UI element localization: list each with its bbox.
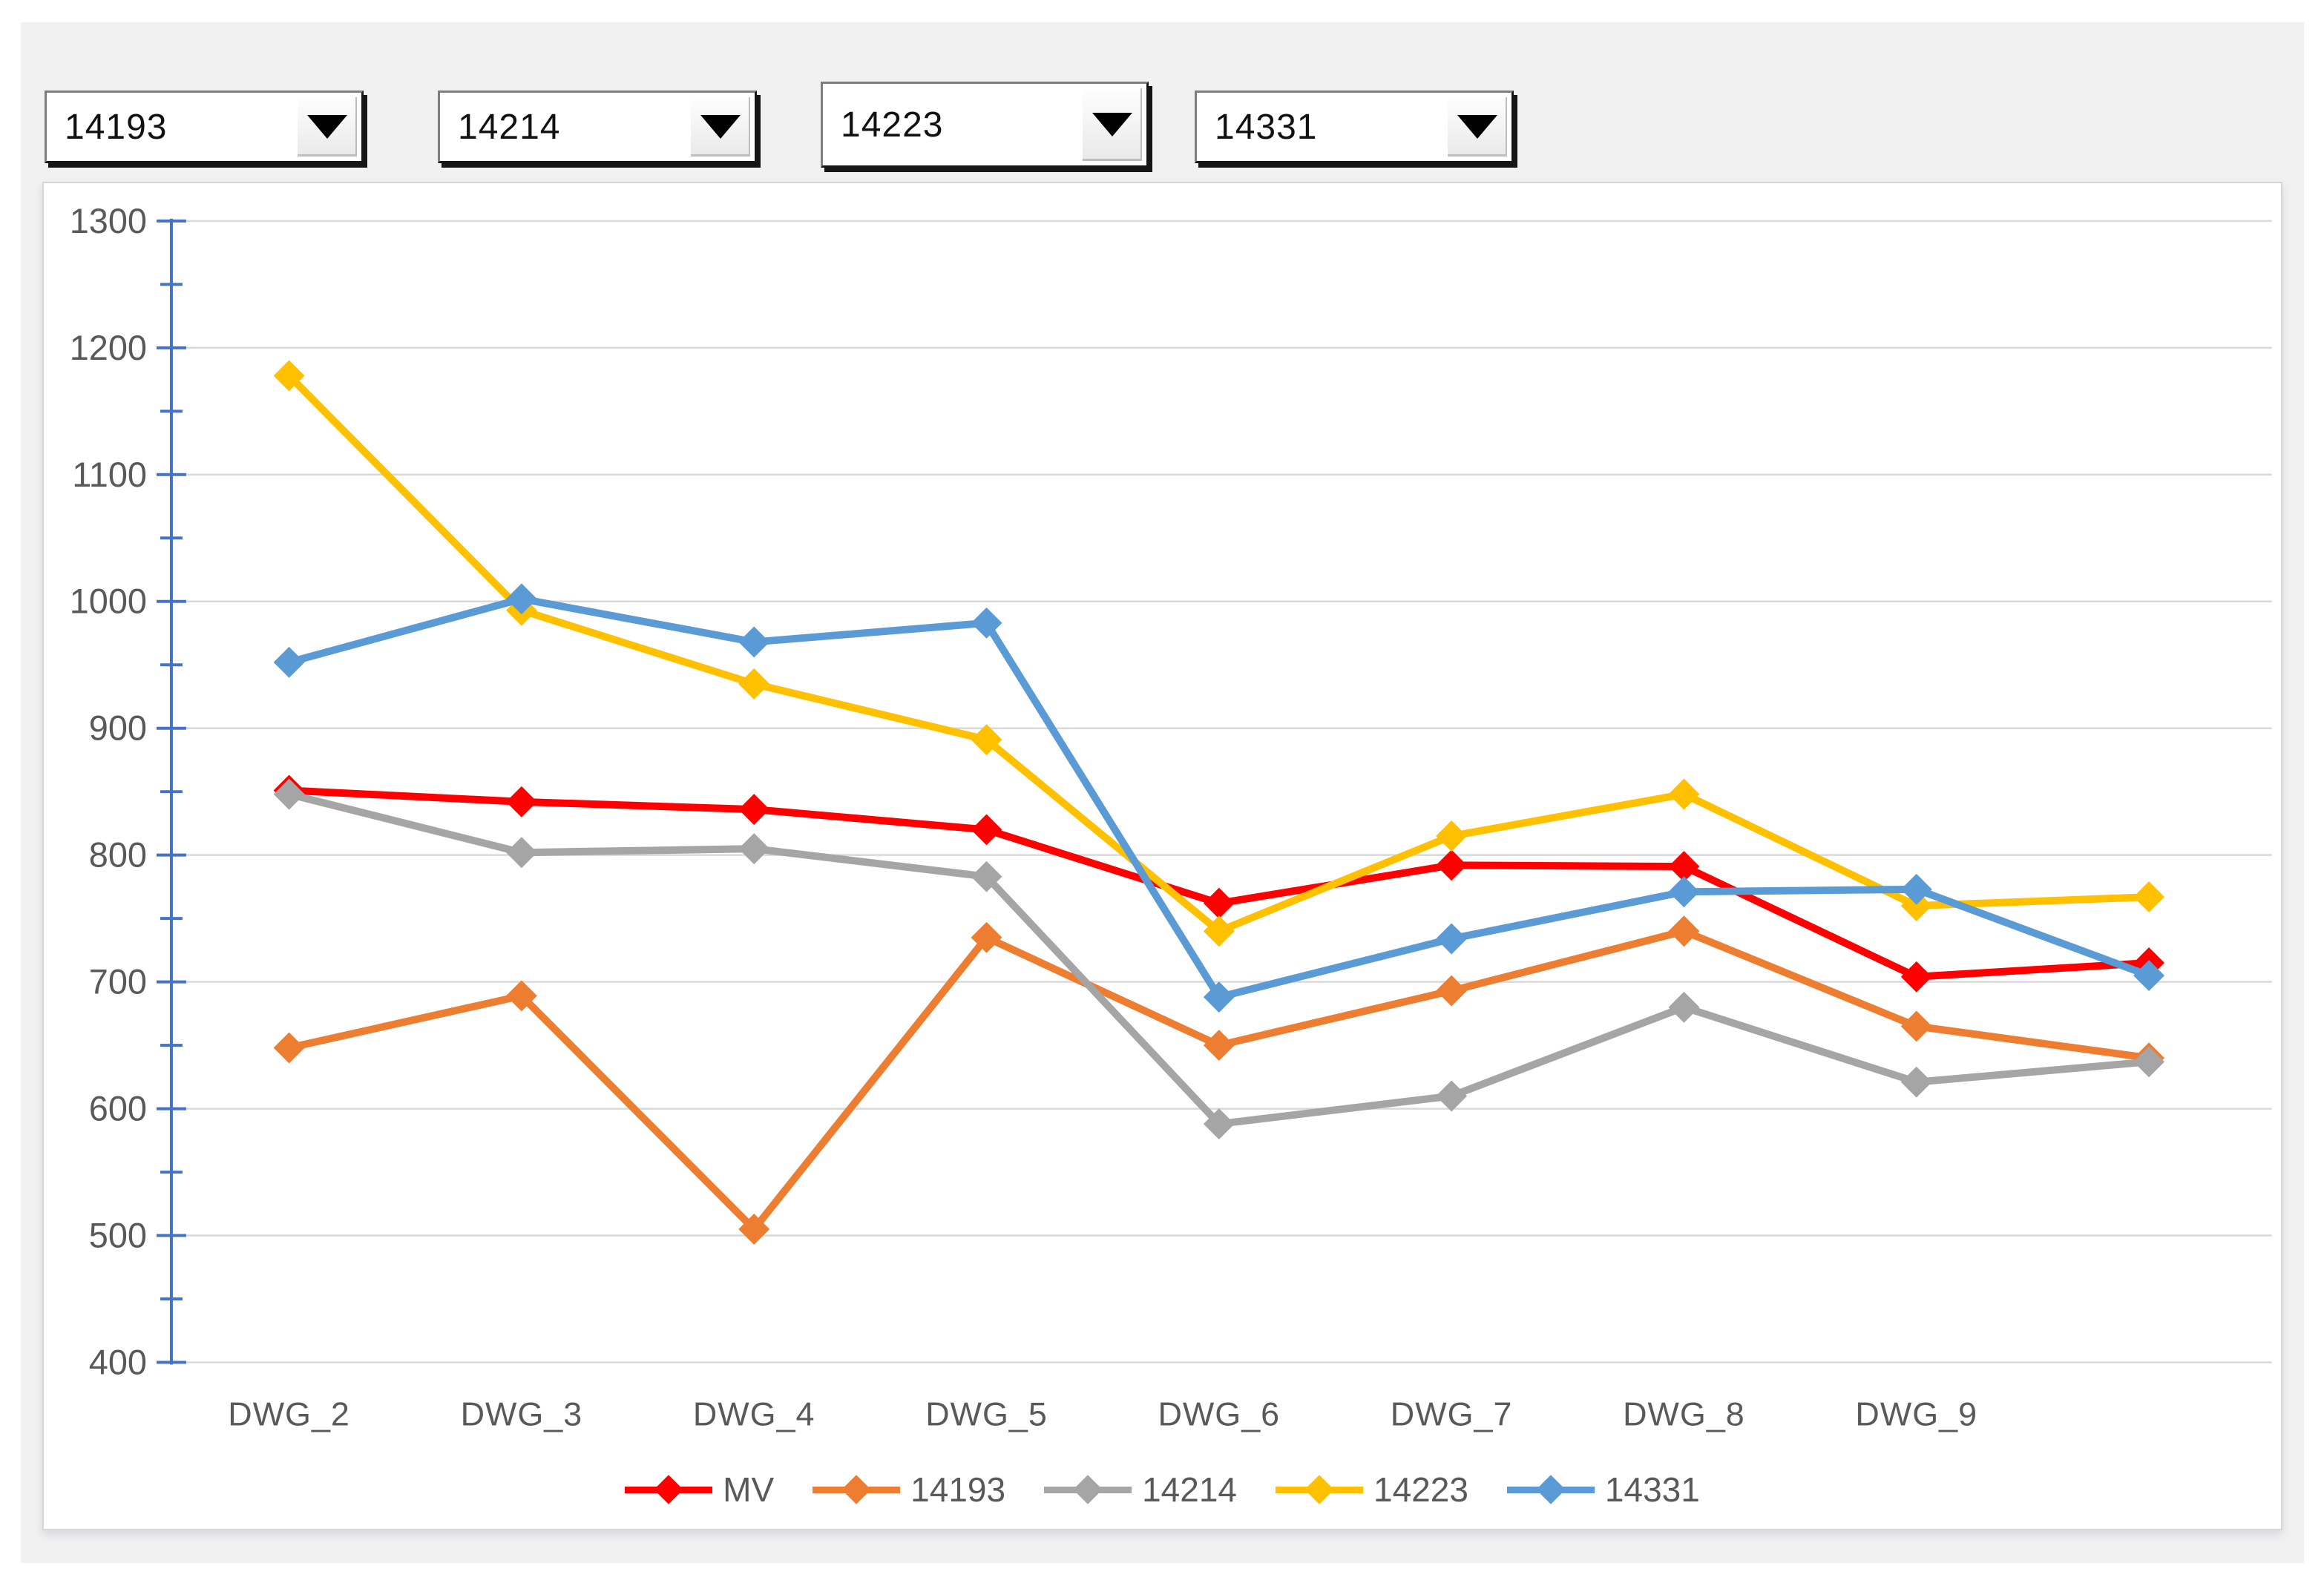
x-axis-label: DWG_5: [925, 1395, 1048, 1432]
series-marker-14193: [1436, 975, 1468, 1007]
series-marker-14193: [1203, 1030, 1235, 1062]
legend-label: 14223: [1373, 1470, 1468, 1509]
legend-marker-icon: [813, 1473, 901, 1507]
legend-label: 14331: [1604, 1470, 1700, 1509]
combobox-value: 14193: [65, 107, 168, 147]
legend-label: MV: [723, 1470, 775, 1509]
y-axis-label: 1000: [70, 582, 147, 621]
series-marker-14193: [1900, 1010, 1932, 1042]
legend-marker-icon: [1506, 1473, 1595, 1507]
y-axis-label: 600: [89, 1090, 147, 1128]
series-marker-14214: [738, 833, 770, 865]
series-marker-MV: [1203, 887, 1235, 919]
series-marker-14223: [1203, 915, 1235, 947]
series-marker-14193: [1668, 915, 1700, 947]
y-axis-label: 800: [89, 836, 147, 875]
legend-item-14331: 14331: [1506, 1470, 1700, 1510]
series-marker-14223: [971, 724, 1002, 756]
series-marker-14223: [738, 668, 770, 700]
series-marker-14214: [273, 778, 305, 810]
x-axis-label: DWG_2: [228, 1395, 350, 1432]
x-axis-label: DWG_6: [1158, 1395, 1281, 1432]
series-marker-14214: [2133, 1046, 2165, 1078]
series-marker-14214: [1436, 1080, 1468, 1112]
combobox-dropdown-button[interactable]: [298, 97, 357, 157]
series-marker-14214: [1203, 1108, 1235, 1140]
chevron-down-icon: [700, 115, 741, 139]
y-axis-label: 500: [89, 1217, 147, 1255]
combobox-value: 14223: [841, 105, 944, 145]
series-marker-14331: [2133, 960, 2165, 992]
series-marker-MV: [1436, 849, 1468, 881]
chart-panel: 400 500 600 700 800 900 1000 1100 1200 1300 DWG_2 D…: [42, 182, 2282, 1530]
x-axis-label: DWG_7: [1391, 1395, 1513, 1432]
line-chart: 400 500 600 700 800 900 1000 1100 1200 1300 DWG_2 D…: [70, 202, 2272, 1432]
series-marker-MV: [1900, 961, 1932, 993]
combobox-value: 14214: [458, 107, 561, 147]
legend-marker-icon: [1044, 1473, 1132, 1507]
y-axis-label: 1300: [70, 202, 147, 240]
y-axis-label: 700: [89, 963, 147, 1001]
series-marker-14193: [273, 1032, 305, 1064]
series-combobox-3[interactable]: 14223: [821, 82, 1149, 168]
y-axis-label: 400: [89, 1343, 147, 1381]
app-panel: 14193 14214 14223 14331 400 500 600 700 800 9: [21, 22, 2304, 1563]
series-marker-14214: [1668, 991, 1700, 1023]
series-line-14223: [285, 372, 2153, 935]
legend-item-14223: 14223: [1276, 1470, 1468, 1510]
series-combobox-1[interactable]: 14193: [45, 91, 364, 163]
series-line-14193: [285, 927, 2153, 1233]
x-axis-label: DWG_3: [461, 1395, 583, 1432]
series-marker-14223: [1436, 820, 1468, 852]
x-axis-label: DWG_8: [1623, 1395, 1745, 1432]
y-axis-label: 900: [89, 709, 147, 748]
y-axis-label: 1200: [70, 329, 147, 367]
chart-legend: MV 14193 14214 14223 14331: [44, 1470, 2281, 1510]
series-marker-14331: [738, 626, 770, 658]
legend-label: 14214: [1142, 1470, 1237, 1509]
y-axis-label: 1100: [72, 455, 147, 494]
x-axis-label: DWG_9: [1855, 1395, 1977, 1432]
series-line-14214: [285, 790, 2153, 1128]
series-marker-14331: [1203, 981, 1235, 1013]
series-marker-14223: [2133, 881, 2165, 913]
chevron-down-icon: [307, 115, 347, 139]
combobox-dropdown-button[interactable]: [1083, 88, 1142, 161]
series-marker-MV: [738, 794, 770, 826]
x-axis-label: DWG_4: [693, 1395, 815, 1432]
series-marker-MV: [1668, 851, 1700, 883]
legend-label: 14193: [910, 1470, 1006, 1509]
series-marker-14214: [971, 861, 1002, 892]
series-marker-14223: [1668, 778, 1700, 810]
legend-marker-icon: [1276, 1473, 1363, 1507]
series-marker-MV: [505, 786, 537, 817]
legend-marker-icon: [625, 1473, 713, 1507]
combobox-dropdown-button[interactable]: [691, 97, 750, 157]
series-combobox-2[interactable]: 14214: [438, 91, 757, 163]
series-marker-14223: [273, 360, 305, 392]
series-marker-14223: [1900, 890, 1932, 922]
series-marker-14214: [505, 837, 537, 869]
series-marker-14331: [1436, 923, 1468, 955]
series-combobox-4[interactable]: 14331: [1195, 91, 1514, 163]
series-marker-14193: [738, 1214, 770, 1245]
chevron-down-icon: [1457, 115, 1497, 139]
series-marker-MV: [971, 814, 1002, 846]
combobox-dropdown-button[interactable]: [1448, 97, 1507, 157]
series-marker-14331: [1900, 873, 1932, 905]
series-marker-14214: [1900, 1066, 1932, 1098]
series-marker-14193: [971, 921, 1002, 953]
series-marker-14331: [1668, 876, 1700, 908]
series-marker-14331: [273, 646, 305, 678]
legend-item-MV: MV: [625, 1470, 774, 1510]
legend-item-14214: 14214: [1044, 1470, 1237, 1510]
legend-item-14193: 14193: [813, 1470, 1005, 1510]
combobox-value: 14331: [1215, 107, 1318, 147]
chevron-down-icon: [1092, 113, 1132, 136]
